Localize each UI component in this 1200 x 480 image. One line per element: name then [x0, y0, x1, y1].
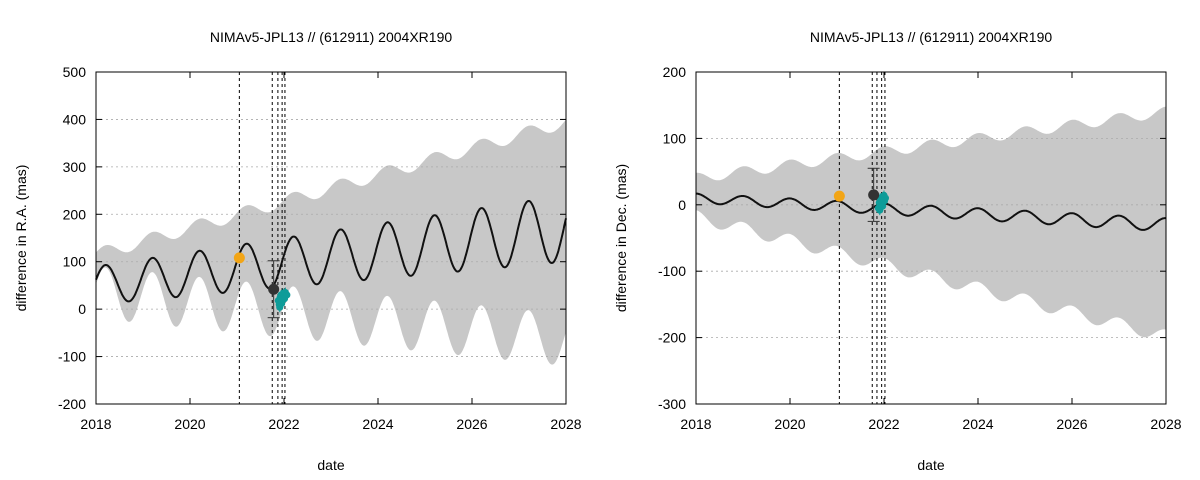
ra-model-line: [95, 200, 567, 303]
dec-axes: -300 -200 -100 0 100 200 2018 2020 2022 2024 2026 2…: [658, 64, 1182, 432]
ra-y-tick-label: 200: [63, 206, 87, 222]
ra-y-tick-label: -100: [58, 349, 86, 365]
dec-x-tick-label: 2024: [962, 416, 993, 432]
ra-x-tick-label: 2018: [80, 416, 111, 432]
ra-plot-frame: [95, 71, 567, 405]
dec-y-tick-label: 0: [678, 197, 686, 213]
ra-x-tick-label: 2022: [268, 416, 299, 432]
ra-y-axis-label: difference in R.A. (mas): [13, 165, 29, 312]
ra-x-tick-label: 2028: [550, 416, 581, 432]
ra-x-tick-label: 2024: [362, 416, 393, 432]
ra-uncertainty-band: [96, 119, 566, 365]
dec-x-tick-label: 2026: [1056, 416, 1087, 432]
ra-model-curve: [95, 200, 567, 303]
ra-grid: [96, 119, 566, 357]
dec-cluster-point: [880, 197, 889, 205]
dec-x-tick-label: 2018: [680, 416, 711, 432]
ra-band-area: [96, 119, 566, 365]
dec-chart-title: NIMAv5-JPL13 // (612911) 2004XR190: [810, 29, 1053, 45]
dec-model-line: [695, 192, 1166, 231]
dec-x-tick-label: 2020: [774, 416, 805, 432]
dec-panel: NIMAv5-JPL13 // (612911) 2004XR190 -300-…: [613, 29, 1182, 473]
ra-y-tick-label: 0: [78, 301, 86, 317]
dec-x-axis-label: date: [917, 457, 944, 473]
dec-orange-observation: [833, 190, 845, 202]
dec-plot-frame: [695, 71, 1167, 405]
dec-y-tick-label: -300: [658, 396, 686, 412]
ra-y-tick-label: 400: [63, 111, 87, 127]
ra-y-tick-label: 100: [63, 254, 87, 270]
dec-vertical-lines: [838, 72, 886, 404]
ra-vertical-lines: [238, 72, 286, 404]
dec-observations: [833, 167, 890, 222]
dec-y-tick-label: 100: [663, 130, 687, 146]
ra-panel: NIMAv5-JPL13 // (612911) 2004XR190 -200-…: [13, 29, 582, 473]
ra-chart-title: NIMAv5-JPL13 // (612911) 2004XR190: [210, 29, 453, 45]
ra-observations: [233, 252, 291, 319]
ra-y-tick-label: 500: [63, 64, 87, 80]
ra-x-axis-label: date: [317, 457, 344, 473]
dec-y-tick-label: -200: [658, 330, 686, 346]
ra-cluster-point: [280, 295, 289, 303]
ra-x-tick-label: 2020: [174, 416, 205, 432]
ra-x-tick-label: 2026: [456, 416, 487, 432]
dec-model-curve: [695, 192, 1166, 231]
ra-axes: -200 -100 0 100 200 300 400 500 2018 2020 2022 2024…: [58, 64, 582, 432]
dec-band-area: [696, 106, 1166, 338]
ra-orange-observation: [233, 252, 245, 264]
dec-y-tick-label: -100: [658, 263, 686, 279]
ra-y-tick-label: -200: [58, 396, 86, 412]
dec-x-tick-label: 2028: [1150, 416, 1181, 432]
ra-y-tick-label: 300: [63, 159, 87, 175]
dec-uncertainty-band: [696, 106, 1166, 338]
dec-x-tick-label: 2022: [868, 416, 899, 432]
ra-dark-observation: [268, 283, 280, 295]
dec-y-axis-label: difference in Dec. (mas): [613, 164, 629, 312]
dec-y-tick-label: 200: [663, 64, 687, 80]
dec-dark-observation: [868, 189, 880, 201]
